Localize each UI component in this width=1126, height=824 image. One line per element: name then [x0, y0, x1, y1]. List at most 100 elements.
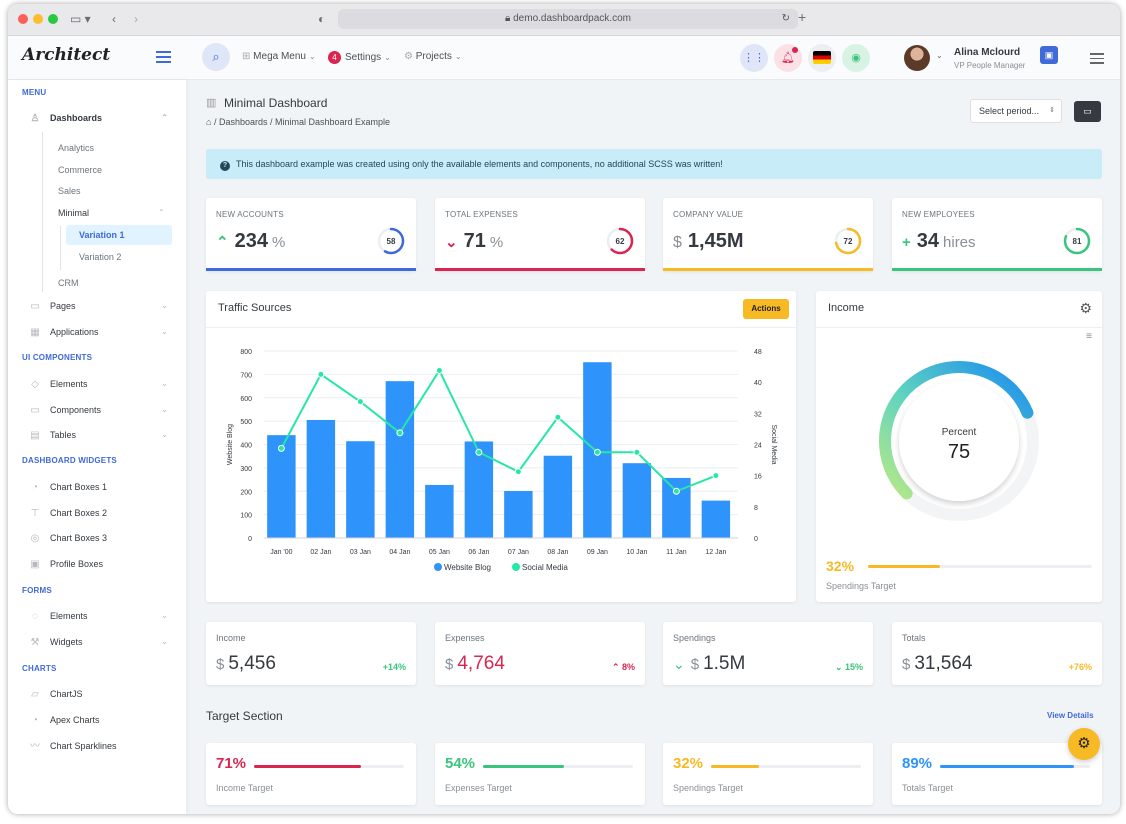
view-details-link[interactable]: View Details — [1047, 711, 1094, 720]
back-icon[interactable]: ‹ — [112, 12, 116, 26]
x-tick-label: 03 Jan — [350, 549, 371, 556]
avatar[interactable] — [904, 45, 930, 71]
section-charts: CHARTS — [22, 664, 57, 673]
sidebar-item-chart-sparklines[interactable]: 〰 Chart Sparklines — [30, 741, 117, 752]
line-point — [712, 472, 720, 480]
actions-button[interactable]: Actions — [743, 299, 789, 319]
x-tick-label: 07 Jan — [508, 549, 529, 556]
target-track — [254, 765, 404, 768]
sidebar-item-elements[interactable]: ◇ Elements ⌄ — [31, 379, 168, 390]
y-tick-label: 600 — [240, 396, 252, 403]
y2-tick-label: 40 — [754, 380, 762, 387]
metric-value: ⌄ $1.5M — [673, 653, 746, 674]
chevron-up-icon: ⌃ — [158, 208, 165, 217]
sidebar-item-chart-boxes-3[interactable]: ◎ Chart Boxes 3 — [30, 533, 108, 544]
flag-icon[interactable] — [808, 44, 836, 72]
new-tab-icon[interactable]: + — [798, 9, 807, 25]
page-title: Minimal Dashboard — [224, 96, 328, 110]
info-icon: ? — [220, 161, 230, 171]
line-point — [277, 444, 285, 452]
sidebar-item-applications[interactable]: ▦ Applications ⌄ — [30, 327, 168, 338]
user-chevron-icon[interactable]: ⌄ — [936, 51, 943, 60]
target-pct: 54% — [445, 755, 476, 772]
kpi-card: TOTAL EXPENSES ⌄ 71% 62 — [435, 198, 645, 271]
y-tick-label: 400 — [240, 443, 252, 450]
x-tick-label: 09 Jan — [587, 549, 608, 556]
metric-value: $5,456 — [216, 653, 276, 674]
sidebar-item-pages[interactable]: ▭ Pages ⌄ — [30, 301, 168, 312]
forward-icon[interactable]: › — [134, 12, 138, 26]
bar — [346, 441, 375, 538]
x-tick-label: 02 Jan — [310, 549, 331, 556]
breadcrumb-dashboards[interactable]: Dashboards — [218, 117, 268, 127]
home-icon[interactable]: ⌂ — [206, 117, 212, 127]
reload-icon[interactable]: ↻ — [781, 13, 790, 24]
lock-icon: 🔒︎ — [505, 13, 514, 24]
kpi-label: COMPANY VALUE — [673, 210, 744, 219]
sidebar-item-form-elements[interactable]: ◌ Elements ⌄ — [32, 611, 168, 622]
sidebar-item-crm[interactable]: CRM — [58, 278, 79, 288]
grid-icon[interactable]: ⋮⋮ — [740, 44, 768, 72]
metric-label: Totals — [902, 633, 926, 643]
maximize-window-icon[interactable] — [48, 14, 58, 24]
toggle-icon[interactable]: ▭ — [1074, 101, 1101, 122]
projects-link[interactable]: ⚙ Projects ⌄ — [404, 51, 462, 62]
kpi-ring: 72 — [834, 227, 862, 255]
metric-change: ⌄ 15% — [834, 662, 863, 672]
x-tick-label: 11 Jan — [666, 549, 687, 556]
spendings-target-label: Spendings Target — [826, 581, 896, 591]
sidebar-item-profile-boxes[interactable]: ▣ Profile Boxes — [30, 559, 104, 570]
sidebar-item-variation-2[interactable]: Variation 2 — [79, 252, 122, 262]
info-alert: ? This dashboard example was created usin… — [206, 149, 1102, 179]
sidebar-item-widgets[interactable]: ⚒ Widgets ⌄ — [30, 637, 168, 648]
svg-text:81: 81 — [1073, 237, 1082, 246]
sidebar-item-sales[interactable]: Sales — [58, 186, 81, 196]
kpi-ring: 81 — [1063, 227, 1091, 255]
metric-change: +14% — [382, 662, 406, 672]
x-tick-label: 04 Jan — [389, 549, 410, 556]
sidebar-item-tables[interactable]: ▤ Tables ⌄ — [30, 430, 168, 441]
menu-icon[interactable] — [1090, 53, 1104, 67]
y2-axis-label: Social Media — [770, 424, 777, 464]
target-card: 32% Spendings Target — [663, 743, 873, 805]
close-window-icon[interactable] — [18, 14, 28, 24]
sidebar-item-apex-charts[interactable]: ◔ Apex Charts — [31, 715, 100, 726]
address-bar[interactable]: 🔒︎ demo.dashboardpack.com ↻ — [338, 9, 798, 29]
target-card: 54% Expenses Target — [435, 743, 645, 805]
kpi-label: NEW EMPLOYEES — [902, 210, 975, 219]
gear-icon[interactable]: ⚙ — [1079, 300, 1092, 316]
target-card: 89% Totals Target — [892, 743, 1102, 805]
sidebar-item-dashboards[interactable]: ♙ Dashboards ⌃ — [28, 110, 168, 126]
activity-icon[interactable]: ◉ — [842, 44, 870, 72]
mega-menu-link[interactable]: ⊞ Mega Menu ⌄ — [242, 51, 316, 62]
sidebar-item-commerce[interactable]: Commerce — [58, 165, 103, 175]
sidebar-item-chart-boxes-1[interactable]: ◔ Chart Boxes 1 — [31, 482, 108, 493]
minimize-window-icon[interactable] — [33, 14, 43, 24]
legend-marker — [434, 563, 442, 571]
line-point — [514, 468, 522, 476]
search-icon[interactable]: ⌕ — [202, 43, 230, 71]
metric-change: +76% — [1068, 662, 1092, 672]
calendar-icon[interactable]: ▣ — [1040, 46, 1058, 64]
sidebar-collapse-icon[interactable] — [156, 51, 171, 66]
legend-label: Social Media — [522, 563, 568, 572]
kpi-ring: 62 — [606, 227, 634, 255]
settings-fab-icon[interactable]: ⚙ — [1068, 728, 1100, 760]
bell-icon[interactable]: 🔔︎ — [774, 44, 802, 72]
sidebar-item-chartjs[interactable]: ▱ ChartJS — [31, 689, 83, 700]
gauge-arc — [879, 361, 1034, 500]
sidebar-item-minimal[interactable]: Minimal — [58, 208, 90, 218]
target-section-title: Target Section — [206, 709, 283, 723]
kpi-bar — [892, 268, 1102, 271]
line-point — [593, 448, 601, 456]
sidebar-toggle-icon[interactable]: ▭ ▾ — [70, 12, 91, 26]
sidebar-item-components[interactable]: ▭ Components ⌄ — [30, 405, 168, 416]
traffic-chart: 0 100 200 300 400 500 600 700 800 0 8 16 24 32 40 48 Web… — [227, 349, 777, 572]
sidebar-item-variation-1[interactable]: Variation 1 — [79, 230, 125, 240]
kpi-card: COMPANY VALUE $1,45M 72 — [663, 198, 873, 271]
chart-menu-icon[interactable]: ≡ — [1086, 331, 1092, 342]
sidebar-item-analytics[interactable]: Analytics — [58, 143, 95, 153]
sidebar-item-chart-boxes-2[interactable]: ⊤ Chart Boxes 2 — [30, 508, 108, 519]
settings-link[interactable]: 4 Settings ⌄ — [328, 51, 391, 64]
period-select[interactable]: Select period... ⇕ — [970, 99, 1062, 123]
